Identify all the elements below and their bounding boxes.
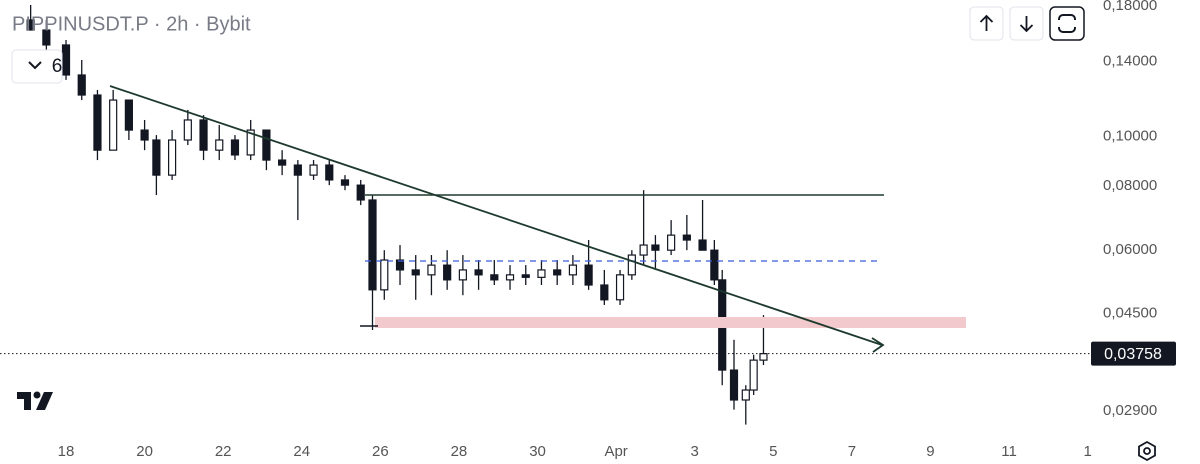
x-tick-label: 26 <box>372 443 389 460</box>
candle-body <box>710 249 719 281</box>
candle-body <box>639 244 648 256</box>
up-icon <box>979 14 994 31</box>
candle-body <box>368 199 377 291</box>
candle-body <box>600 284 609 301</box>
candle-body <box>667 234 676 251</box>
candle-body <box>411 269 420 276</box>
tradingview-logo <box>17 391 53 410</box>
candle-body <box>262 129 271 161</box>
candle-body <box>741 389 750 401</box>
candle-body <box>356 184 365 201</box>
candle-body <box>340 179 350 186</box>
candle-body <box>759 353 768 361</box>
candle-body <box>458 269 467 281</box>
candle-body <box>278 159 287 166</box>
indicator-count: 6 <box>52 56 63 77</box>
candle-body <box>627 254 636 276</box>
candle-body <box>521 274 530 278</box>
candle-body <box>124 99 133 131</box>
settings-button[interactable] <box>1138 440 1156 462</box>
candle-body <box>309 164 318 176</box>
support-zone <box>375 317 966 328</box>
x-tick-label: 22 <box>215 443 232 460</box>
candle-body <box>61 44 71 76</box>
x-tick-label: 3 <box>691 443 699 460</box>
chart-title: PIPPINUSDT.P · 2h · Bybit <box>12 13 251 35</box>
y-tick-label: 0,02900 <box>1103 402 1157 419</box>
candle-body <box>698 239 707 251</box>
y-tick-label: 0,06000 <box>1103 241 1157 258</box>
candle-body <box>325 164 334 181</box>
candle-body <box>443 264 452 281</box>
x-tick-label: 24 <box>293 443 310 460</box>
candle-body <box>474 269 483 276</box>
fullscreen-icon-gap <box>1056 20 1078 27</box>
x-tick-label: 9 <box>926 443 934 460</box>
candle-body <box>93 94 102 151</box>
last-price-label: 0,03758 <box>1104 346 1162 363</box>
x-tick-label: 20 <box>136 443 153 460</box>
trend-arrow <box>871 337 885 353</box>
candle-body <box>230 139 240 156</box>
x-tick-label: 7 <box>848 443 856 460</box>
x-tick-label: 28 <box>451 443 468 460</box>
candle-body <box>505 274 515 281</box>
candle-body <box>293 164 302 176</box>
candle-body <box>380 259 389 291</box>
candle-body <box>246 129 255 156</box>
x-tick-label: 1 <box>1083 443 1091 460</box>
candle-body <box>490 274 499 281</box>
chevron-icon <box>28 61 42 70</box>
y-tick-label: 0,08000 <box>1103 177 1157 194</box>
x-tick-label: 5 <box>769 443 777 460</box>
candle-body <box>615 274 625 301</box>
candle-body <box>682 234 691 241</box>
x-tick-label: 11 <box>1001 443 1017 460</box>
candle-body <box>199 119 208 151</box>
candle-body <box>140 129 149 141</box>
candle-body <box>77 74 86 96</box>
candle-body <box>395 259 405 271</box>
candle-body <box>42 29 51 46</box>
y-tick-label: 0,18000 <box>1103 0 1157 14</box>
candle-body <box>729 369 739 401</box>
x-tick-label: Apr <box>604 443 627 460</box>
y-tick-label: 0,14000 <box>1103 53 1157 70</box>
candle-body <box>568 264 577 276</box>
candle-body <box>584 264 593 286</box>
last-price-box <box>1091 341 1176 366</box>
candle-body <box>651 244 660 251</box>
candle-body <box>26 19 35 31</box>
candle-body <box>215 139 224 151</box>
trend-line <box>109 85 883 346</box>
candle-body <box>109 99 118 151</box>
candle-body <box>749 359 758 391</box>
candle-body <box>183 119 192 141</box>
candle-body <box>152 139 161 176</box>
down-icon <box>1019 16 1034 33</box>
candle-body <box>553 269 562 276</box>
candle-body <box>427 264 436 276</box>
y-tick-label: 0,10000 <box>1103 127 1157 144</box>
candle-body <box>537 269 546 278</box>
axes: 0,18000 0,14000 0,10000 0,08000 0,06000 0,045… <box>0 0 1176 460</box>
x-tick-label: 30 <box>529 443 546 460</box>
x-tick-label: 18 <box>58 443 75 460</box>
candle-body <box>168 139 177 176</box>
y-tick-label: 0,04500 <box>1103 305 1157 322</box>
